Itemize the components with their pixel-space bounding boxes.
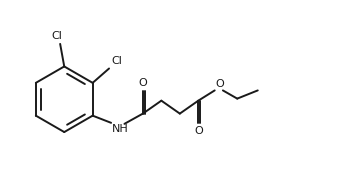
Text: O: O [194, 126, 203, 136]
Text: Cl: Cl [52, 31, 63, 41]
Text: O: O [216, 79, 224, 89]
Text: O: O [138, 78, 147, 88]
Text: Cl: Cl [111, 56, 122, 66]
Text: NH: NH [112, 124, 129, 134]
